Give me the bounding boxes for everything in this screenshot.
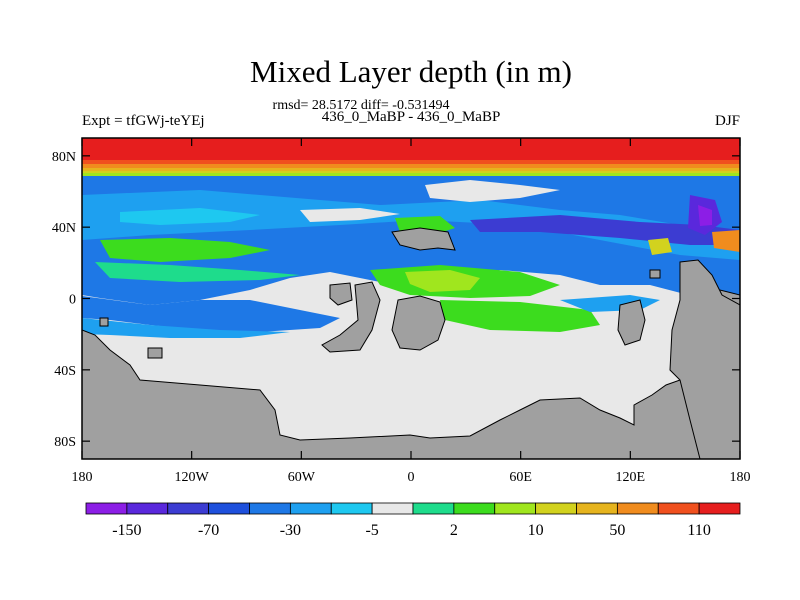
x-tick-label: 120E [616,470,646,485]
contour-yellow [82,171,740,174]
contour-yellow-patch [648,238,672,255]
colorbar-swatch [616,502,659,515]
land-south-america [329,282,353,306]
land-island-sw [147,347,163,359]
contour-yellow-center [405,270,480,292]
colorbar-label: 110 [687,522,710,539]
colorbar-swatch [453,502,496,515]
left-label: Expt = tfGWj-teYEj [82,113,205,129]
land-indonesia [617,299,646,346]
land-east-asia [669,259,740,459]
contour-dark-purple [698,205,712,226]
contour-orange-patch [712,230,740,252]
right-label: DJF [715,113,740,129]
contour-grey-atlantic-patch [300,208,400,222]
center-label: 436_0_MaBP - 436_0_MaBP [322,109,501,125]
land-island-e [649,269,661,279]
x-tick-label: 180 [730,470,751,485]
y-tick-label: 80S [54,435,76,450]
colorbar-label: 2 [450,522,458,539]
contour-green-north [100,238,270,262]
colorbar-label: 50 [609,522,625,539]
colorbar-label: -30 [280,522,301,539]
chart-subtitle: rmsd= 28.5172 diff= -0.531494 [273,98,450,113]
y-tick-label: 0 [69,293,76,308]
x-tick-label: 120W [175,470,210,485]
colorbar-swatch [371,502,414,515]
contour-orange [82,164,740,169]
colorbar-swatch [249,502,291,515]
colorbar-swatch [330,502,373,515]
contour-amber [82,168,740,172]
land-island-w [99,317,109,327]
colorbar-swatch [494,502,537,515]
x-tick-label: 60W [288,470,316,485]
contour-deep-blue [470,215,740,245]
contour-south-cyan [82,318,290,338]
colorbar-swatch [85,502,128,515]
contour-light-cyan [120,208,260,225]
colorbar-swatch [576,502,618,515]
y-tick-label: 40N [52,221,76,236]
contour-orange-red [82,160,740,166]
contour-green-equator [440,300,600,332]
colorbar-swatch [167,502,210,515]
colorbar-swatch [412,502,455,515]
land-africa-east [391,295,446,351]
x-axis: 180 120W 60W 0 60E 120E 180 [72,138,751,485]
colorbar-swatch [126,502,169,515]
contour-fills [82,138,740,338]
colorbar-swatch [289,502,332,515]
y-tick-label: 80N [52,150,76,165]
colorbar-swatch [657,502,700,515]
colorbar: -150 -70 -30 -5 2 10 50 110 [85,502,741,539]
x-tick-label: 60E [509,470,532,485]
contour-green-mid [95,262,300,282]
contour-south-blue [82,296,340,332]
colorbar-swatch [208,502,250,515]
chart-title: Mixed Layer depth (in m) [250,54,572,89]
x-tick-label: 0 [408,470,415,485]
contour-north-cyan [82,190,740,260]
colorbar-label: -70 [198,522,219,539]
land-europe [391,227,456,251]
y-axis: 80N 40N 0 40S 80S [52,150,740,450]
colorbar-swatch [698,502,741,515]
contour-lime [82,173,740,177]
x-tick-label: 180 [72,470,93,485]
y-tick-label: 40S [54,364,76,379]
colorbar-swatch [535,502,577,515]
map-plot-area [82,138,740,459]
colorbar-label: 10 [528,522,544,539]
colorbar-label: -150 [112,522,141,539]
land-africa-west [321,281,381,353]
land-masks [82,227,740,459]
contour-grey-arctic-patch [425,180,560,202]
colorbar-label: -5 [365,522,378,539]
